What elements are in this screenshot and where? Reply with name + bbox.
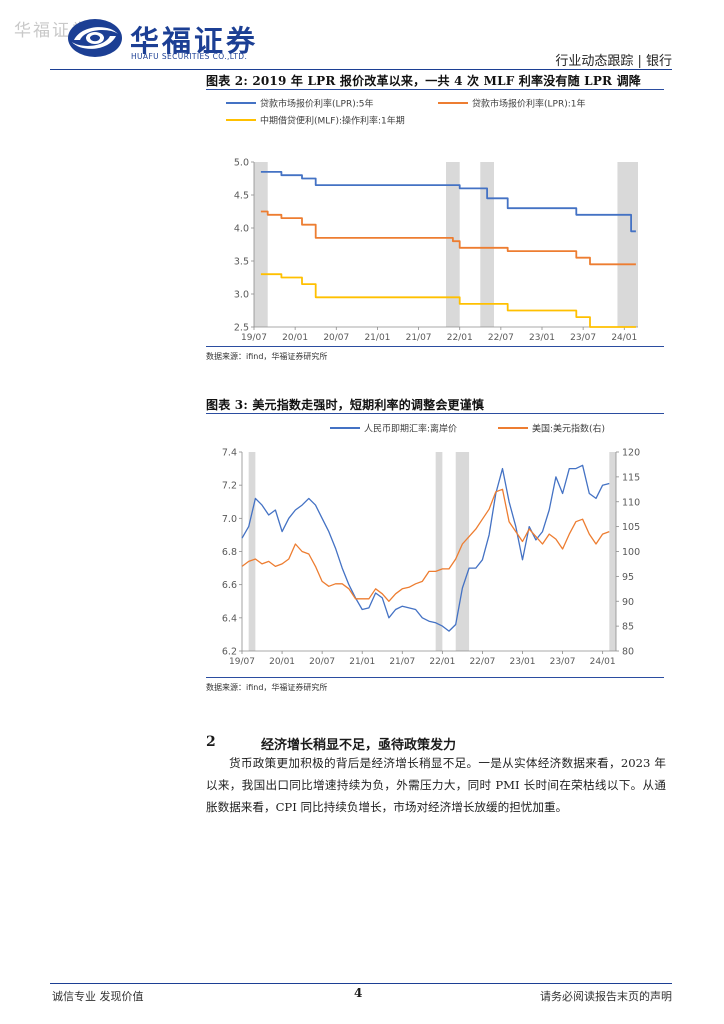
footer-slogan: 诚信专业 发现价值 <box>52 990 144 1003</box>
y-tick-label: 5.0 <box>234 158 249 169</box>
y-tick-label: 2.5 <box>234 323 249 334</box>
legend-label-2: 中期借贷便利(MLF):操作利率:1年期 <box>260 115 405 127</box>
shaded-period-0 <box>248 452 256 651</box>
y-tick-label: 6.2 <box>222 647 237 658</box>
x-tick-label: 24/01 <box>590 657 616 667</box>
x-tick-label: 20/07 <box>323 333 349 343</box>
y-tick-label-right: 85 <box>622 622 634 633</box>
section-title: 经济增长稍显不足，亟待政策发力 <box>261 738 457 753</box>
figure2-chart: 2.5 3.0 3.5 4.0 4.5 5.0 19/07 20/01 20/07 21/01 21… <box>206 90 664 345</box>
y-tick-label: 6.4 <box>222 613 237 624</box>
x-tick-label: 21/01 <box>364 333 390 343</box>
y-tick-label-right: 80 <box>622 647 634 658</box>
figure3-bottom-rule <box>206 677 664 678</box>
x-tick-label: 22/07 <box>488 333 514 343</box>
y-tick-label-right: 110 <box>622 497 640 508</box>
y-tick-label: 4.0 <box>234 224 249 235</box>
page-number: 4 <box>354 986 363 1000</box>
x-tick-label: 24/01 <box>611 333 637 343</box>
y-tick-label: 6.8 <box>222 547 237 558</box>
x-tick-label: 21/01 <box>349 657 375 667</box>
series-line-1 <box>241 488 610 602</box>
y-tick-label-right: 100 <box>622 547 640 558</box>
x-tick-label: 19/07 <box>241 333 267 343</box>
figure2-bottom-rule <box>206 346 664 347</box>
x-tick-label: 20/01 <box>282 333 308 343</box>
shaded-period-0 <box>254 162 268 327</box>
header-rule <box>50 69 672 70</box>
figure3-svg: 6.2 6.4 6.6 6.8 7.0 7.2 7.4 80 85 90 95 100 105 110 11… <box>222 423 640 668</box>
x-tick-label: 20/01 <box>269 657 295 667</box>
footer-rule <box>50 983 672 984</box>
report-section-label: 行业动态跟踪 | 银行 <box>555 54 672 69</box>
y-tick-label-right: 105 <box>622 522 640 533</box>
series-line-1 <box>260 210 636 266</box>
legend-label-0: 贷款市场报价利率(LPR):5年 <box>260 98 373 110</box>
x-tick-label: 21/07 <box>406 333 432 343</box>
figure3-chart: 6.2 6.4 6.6 6.8 7.0 7.2 7.4 80 85 90 95 100 105 110 11… <box>206 414 664 676</box>
legend-label-1: 美国:美元指数(右) <box>532 423 605 435</box>
figure3-title: 图表 3: 美元指数走强时，短期利率的调整会更谨慎 <box>206 398 485 412</box>
x-tick-label: 23/07 <box>570 333 596 343</box>
y-tick-label-right: 90 <box>622 597 634 608</box>
shaded-period-3 <box>617 162 638 327</box>
y-tick-label: 7.2 <box>222 481 237 492</box>
x-tick-label: 23/07 <box>550 657 576 667</box>
y-tick-label-right: 115 <box>622 472 640 483</box>
figure3-top-rule <box>206 413 664 414</box>
section-number: 2 <box>206 734 216 750</box>
figure2-title: 图表 2: 2019 年 LPR 报价改革以来，一共 4 次 MLF 利率没有随… <box>206 74 641 88</box>
y-tick-label: 7.4 <box>222 448 237 459</box>
legend-label-0: 人民币即期汇率:离岸价 <box>364 423 457 435</box>
brand-name-cn: 华福证券 <box>130 24 259 58</box>
figure2-svg: 2.5 3.0 3.5 4.0 4.5 5.0 19/07 20/01 20/07 21/01 21… <box>226 98 638 343</box>
x-tick-label: 23/01 <box>510 657 536 667</box>
figure2-top-rule <box>206 89 664 90</box>
y-tick-label-right: 120 <box>622 448 640 459</box>
shaded-period-1 <box>446 162 460 327</box>
y-tick-label-right: 95 <box>622 572 634 583</box>
series-line-0 <box>260 171 636 233</box>
y-tick-label: 3.5 <box>234 257 249 268</box>
shaded-period-2 <box>455 452 470 651</box>
x-tick-label: 19/07 <box>229 657 255 667</box>
x-tick-label: 22/01 <box>429 657 455 667</box>
shaded-period-2 <box>480 162 494 327</box>
shaded-period-1 <box>435 452 443 651</box>
x-tick-label: 23/01 <box>529 333 555 343</box>
y-tick-label: 4.5 <box>234 191 249 202</box>
figure3-source: 数据来源：ifind，华福证券研究所 <box>206 683 328 692</box>
footer-disclaimer: 请务必阅读报告末页的声明 <box>540 990 672 1003</box>
x-tick-label: 20/07 <box>309 657 335 667</box>
y-tick-label: 3.0 <box>234 290 249 301</box>
figure2-source: 数据来源：ifind，华福证券研究所 <box>206 352 328 361</box>
y-tick-label: 7.0 <box>222 514 237 525</box>
series-line-0 <box>241 464 610 632</box>
series-line-2 <box>260 273 636 328</box>
huafu-logo-icon <box>68 19 122 57</box>
x-tick-label: 22/01 <box>447 333 473 343</box>
shaded-period-3 <box>609 452 616 651</box>
x-tick-label: 22/07 <box>469 657 495 667</box>
y-tick-label: 6.6 <box>222 580 237 591</box>
section-paragraph: 货币政策更加积极的背后是经济增长稍显不足。一是从实体经济数据来看，2023 年以… <box>206 756 666 814</box>
x-tick-label: 21/07 <box>389 657 415 667</box>
brand-name-en: HUAFU SECURITIES CO.,LTD. <box>131 52 248 61</box>
legend-label-1: 贷款市场报价利率(LPR):1年 <box>472 98 585 110</box>
